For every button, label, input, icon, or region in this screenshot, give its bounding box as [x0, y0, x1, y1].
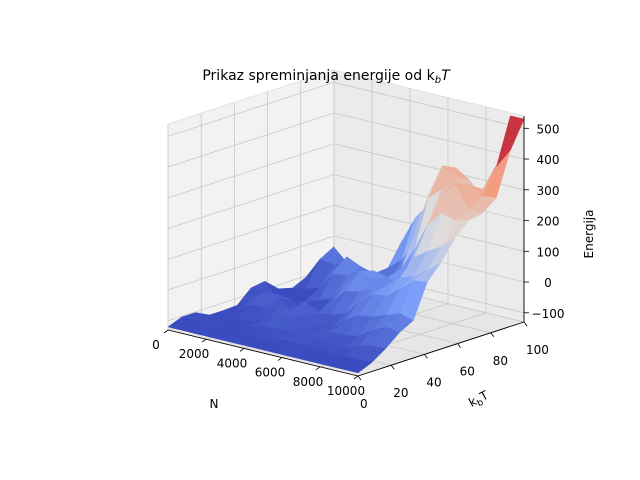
- z-tick-label: 0: [544, 276, 552, 290]
- z-tick-label: 300: [537, 184, 560, 198]
- x-tick-mark: [277, 357, 283, 361]
- axis-lines: [167, 116, 525, 377]
- x-tick-label: 8000: [293, 375, 324, 389]
- y-tick-mark: [357, 375, 362, 381]
- y-tick-labels: 0 20 40 60 80 100: [357, 321, 549, 411]
- z-tick-label: 200: [537, 215, 560, 229]
- energy-surface: [167, 115, 525, 374]
- title-tail: T: [441, 68, 451, 84]
- z-axis-label: Energija: [582, 210, 596, 259]
- title-subscript: b: [435, 75, 441, 86]
- y-tick-mark: [523, 321, 528, 327]
- x-axis-label: N: [210, 397, 219, 411]
- z-grid-line: [167, 204, 525, 260]
- y-tick-label: 80: [493, 354, 508, 368]
- x-tick-mark: [315, 366, 321, 371]
- y-axis-line: [357, 321, 525, 377]
- x-tick-label: 0: [152, 338, 160, 352]
- z-tick-labels: −100 0 100 200 300 400 500: [524, 122, 565, 321]
- y-tick-mark: [390, 364, 395, 370]
- z-tick-label: 500: [537, 122, 560, 136]
- x-tick-mark: [163, 329, 169, 334]
- x-tick-label: 4000: [217, 356, 248, 370]
- y-tick-label: 40: [426, 375, 441, 389]
- z-grid-line: [167, 81, 525, 137]
- x-tick-label: 6000: [255, 366, 286, 380]
- chart-title: Prikaz spreminjanja energije od kbT: [202, 68, 451, 86]
- y-axis-label: kbT: [466, 388, 492, 413]
- z-tick-label: 400: [537, 153, 560, 167]
- surface-patch: [343, 359, 373, 374]
- x-tick-label: 2000: [179, 347, 210, 361]
- y-tick-mark: [490, 332, 495, 338]
- y-tick-label: 0: [360, 397, 368, 411]
- x-tick-mark: [201, 338, 207, 343]
- z-grid-line: [167, 112, 525, 168]
- y-label-subscript: b: [476, 398, 486, 410]
- z-tick-label: 100: [537, 245, 560, 259]
- x-tick-label: 10000: [327, 384, 365, 398]
- y-tick-mark: [457, 343, 461, 348]
- x-tick-mark: [353, 375, 359, 380]
- z-tick-label: −100: [532, 307, 565, 321]
- x-axis-line: [167, 329, 359, 377]
- x-tick-mark: [239, 348, 245, 352]
- z-grid-line: [167, 235, 525, 291]
- y-tick-label: 60: [460, 365, 475, 379]
- y-tick-label: 100: [526, 343, 549, 357]
- y-tick-mark: [424, 354, 428, 359]
- y-tick-label: 20: [393, 386, 408, 400]
